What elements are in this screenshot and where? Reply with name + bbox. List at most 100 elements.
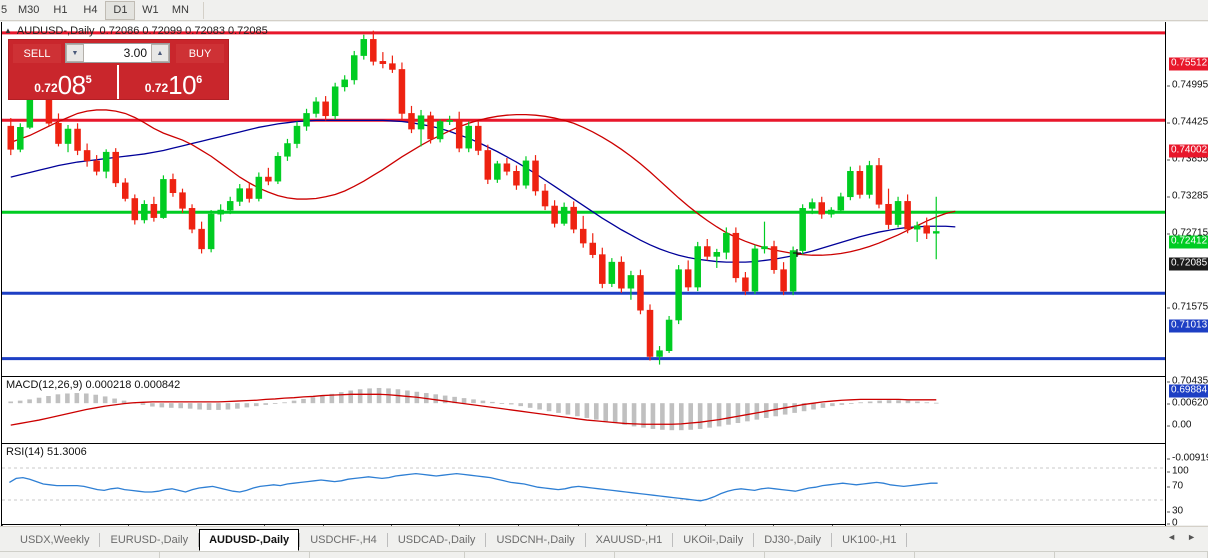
- support-level-upper: 0.71013: [1169, 319, 1208, 333]
- candle-body: [160, 179, 167, 218]
- macd-histogram-bar: [867, 401, 873, 404]
- chart-tab-usdcaddaily[interactable]: USDCAD-,Daily: [397, 534, 476, 546]
- macd-histogram-bar: [546, 403, 552, 412]
- candle: [198, 221, 205, 254]
- tab-scroll-left-icon[interactable]: ◄: [1167, 532, 1177, 542]
- macd-histogram-bar: [669, 403, 675, 431]
- candle-body: [484, 150, 492, 180]
- chart-tab-xauusdh1[interactable]: XAUUSD-,H1: [595, 534, 663, 546]
- macd-histogram-bar: [933, 402, 939, 404]
- candle-body: [751, 248, 759, 292]
- macd-histogram-bar: [225, 403, 231, 410]
- candle: [207, 210, 215, 253]
- volume-input-group[interactable]: ▼ 3.00 ▲: [65, 43, 170, 63]
- candle-body: [723, 232, 730, 253]
- chart-tab-usdcnhdaily[interactable]: USDCNH-,Daily: [496, 534, 575, 546]
- status-cell-1: [160, 552, 310, 558]
- candle: [236, 184, 244, 207]
- sell-price-pips: 08: [57, 70, 86, 99]
- buy-price-quote[interactable]: 0.72 10 6: [119, 65, 228, 99]
- candle-body: [312, 101, 320, 114]
- candle: [255, 172, 263, 202]
- macd-pane[interactable]: MACD(12,26,9) 0.000218 0.000842: [2, 376, 1165, 442]
- price-scale[interactable]: 0.74995 0.74425 0.73855 0.73285 0.72715 0.715…: [1167, 22, 1208, 529]
- candle-body: [742, 277, 749, 292]
- timeframe-m30[interactable]: M30: [18, 4, 40, 16]
- candle: [226, 196, 234, 215]
- candle: [217, 204, 224, 222]
- candle: [703, 239, 711, 261]
- candle-body: [141, 203, 148, 221]
- candle-body: [894, 201, 902, 225]
- candle-body: [847, 171, 854, 198]
- candle-body: [17, 127, 24, 150]
- candle-body: [646, 309, 654, 357]
- volume-decrement-icon[interactable]: ▼: [66, 44, 84, 62]
- status-cell-7: [1055, 552, 1208, 558]
- buy-button[interactable]: BUY: [176, 44, 224, 63]
- macd-histogram-bar: [282, 402, 287, 404]
- sell-price-quote[interactable]: 0.72 08 5: [9, 65, 119, 99]
- chart-tab-dj30daily[interactable]: DJ30-,Daily: [764, 534, 822, 546]
- candle: [293, 121, 301, 149]
- candle: [599, 247, 606, 289]
- candle-body: [350, 55, 358, 81]
- pivot-level: 0.72412: [1169, 235, 1208, 249]
- candle: [265, 167, 272, 186]
- one-click-trading-panel[interactable]: SELL ▼ 3.00 ▲ BUY 0.72 08 5: [9, 40, 228, 99]
- macd-histogram-bar: [801, 403, 807, 412]
- candle: [398, 62, 406, 121]
- candle: [455, 111, 463, 153]
- buy-price-fraction: 6: [196, 74, 203, 86]
- timeframe-d1[interactable]: D1: [105, 0, 136, 20]
- candle-body: [799, 208, 806, 251]
- chart-tab-uk100h1[interactable]: UK100-,H1: [842, 534, 897, 546]
- candle: [360, 34, 368, 60]
- tab-divider: [485, 533, 487, 547]
- candle-body: [904, 201, 911, 230]
- timeframe-5[interactable]: 5: [1, 4, 8, 16]
- candle-body: [713, 252, 721, 257]
- timeframe-h1[interactable]: H1: [53, 4, 68, 16]
- price-tick: 0.74425: [1167, 117, 1208, 128]
- candle: [932, 196, 940, 260]
- rsi-pane[interactable]: RSI(14) 51.3006: [2, 443, 1165, 524]
- macd-histogram-bar: [291, 400, 297, 404]
- macd-histogram-bar: [386, 388, 391, 404]
- status-cell-6: [915, 552, 1055, 558]
- chart-tab-eurusddaily[interactable]: EURUSD-,Daily: [110, 534, 189, 546]
- timeframe-w1[interactable]: W1: [142, 4, 159, 16]
- candle: [837, 192, 845, 213]
- collapse-arrow-icon[interactable]: ▲: [4, 26, 12, 35]
- status-cell-4: [615, 552, 765, 558]
- candle-body: [303, 113, 310, 127]
- candle-body: [923, 225, 930, 234]
- chart-tab-usdxweekly[interactable]: USDX,Weekly: [20, 534, 90, 546]
- macd-histogram-bar: [490, 401, 495, 404]
- macd-histogram-bar: [320, 395, 325, 404]
- timeframe-mn[interactable]: MN: [171, 4, 189, 16]
- candle: [818, 196, 825, 219]
- candle-body: [637, 275, 644, 311]
- macd-histogram-bar: [480, 400, 486, 404]
- macd-histogram-bar: [235, 403, 240, 409]
- sell-button[interactable]: SELL: [13, 44, 61, 63]
- tab-divider: [299, 533, 301, 547]
- tab-scroll-right-icon[interactable]: ►: [1187, 532, 1196, 542]
- candle-body: [226, 201, 234, 211]
- chart-tab-ukoildaily[interactable]: UKOil-,Daily: [683, 534, 744, 546]
- candle: [904, 194, 911, 234]
- candle-body: [122, 182, 129, 199]
- chart-tab-audusddaily[interactable]: AUDUSD-,Daily: [199, 529, 300, 551]
- chart-tab-usdchfh4[interactable]: USDCHF-,H4: [310, 534, 377, 546]
- macd-histogram-bar: [820, 403, 826, 408]
- candle-body: [866, 165, 873, 195]
- candle: [656, 346, 663, 365]
- volume-input[interactable]: 3.00: [123, 46, 147, 60]
- volume-increment-icon[interactable]: ▲: [151, 44, 169, 62]
- timeframe-h4[interactable]: H4: [83, 4, 98, 16]
- chart-area[interactable]: MACD(12,26,9) 0.000218 0.000842 RSI(14) …: [0, 22, 1208, 546]
- candle-body: [618, 261, 625, 289]
- candle-body: [761, 246, 768, 250]
- rsi-line: [9, 472, 938, 502]
